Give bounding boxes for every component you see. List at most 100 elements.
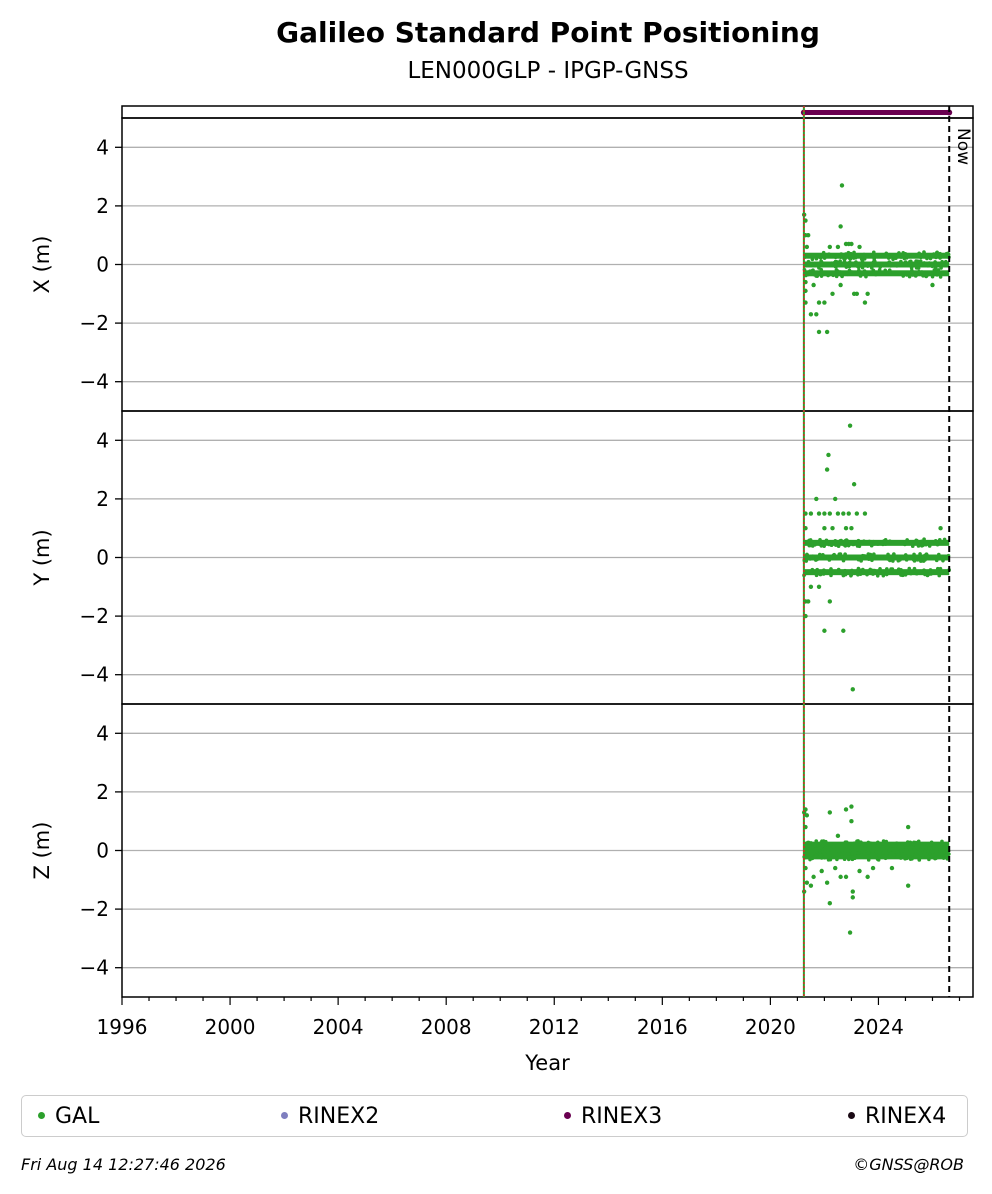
y-tick-label: −4 (80, 663, 109, 687)
gal-point (886, 552, 890, 557)
gal-point (908, 857, 913, 861)
gal-point (832, 555, 837, 560)
gal-outlier (811, 282, 816, 288)
gal-outlier (849, 804, 854, 809)
gal-point (939, 266, 943, 270)
gal-point (880, 851, 885, 856)
x-tick-label: 2000 (205, 1015, 256, 1039)
gal-point (890, 843, 895, 848)
gal-point (865, 264, 870, 268)
gal-point (822, 852, 827, 856)
gal-point (859, 257, 864, 261)
y-tick-label: 0 (96, 253, 109, 277)
gal-outlier (822, 300, 827, 305)
gal-point (934, 251, 939, 255)
gal-outlier (822, 511, 827, 516)
gal-point (809, 852, 814, 857)
gal-point (924, 542, 928, 547)
gal-outlier (865, 291, 870, 296)
gal-point (876, 840, 880, 845)
legend-marker-gal (38, 1111, 45, 1119)
gal-outlier (865, 874, 870, 880)
gal-point (874, 855, 879, 860)
gal-outlier (808, 511, 814, 516)
gal-point (844, 252, 849, 257)
gal-point (804, 849, 809, 854)
gal-point (928, 256, 933, 261)
x-tick-label: 2024 (853, 1015, 904, 1039)
gal-point (932, 268, 937, 272)
gal-point (872, 552, 876, 556)
gal-point (918, 552, 922, 556)
gal-outlier (849, 819, 854, 824)
rinex3-coverage-bar (803, 110, 950, 115)
gal-point (821, 839, 826, 843)
gal-point (848, 257, 853, 261)
gal-point (909, 845, 914, 849)
gal-point (910, 268, 914, 273)
gal-point (884, 252, 889, 257)
gal-point (947, 852, 951, 856)
gal-point (834, 543, 838, 547)
gal-point (930, 270, 935, 275)
gal-point (833, 538, 838, 543)
gal-outlier (850, 889, 855, 894)
gal-point (838, 259, 842, 263)
gal-point (887, 260, 892, 264)
gal-point (873, 271, 878, 275)
gal-point (903, 540, 908, 544)
gal-point (821, 543, 826, 548)
y-axis-label: X (m) (30, 236, 54, 294)
gal-point (928, 540, 932, 545)
legend-label-gal: GAL (55, 1104, 100, 1129)
gal-point (939, 570, 944, 575)
gal-point (814, 256, 819, 261)
gal-point (934, 255, 938, 260)
gal-point (929, 840, 934, 845)
gal-outlier (857, 244, 862, 250)
gal-outlier (905, 824, 911, 830)
legend-marker-rinex4 (848, 1111, 855, 1119)
gal-point (825, 541, 830, 546)
gal-point (862, 539, 866, 543)
gal-point (839, 842, 843, 847)
gal-point (852, 263, 856, 267)
gal-point (874, 850, 879, 854)
gal-point (822, 568, 826, 573)
gal-outlier (862, 300, 868, 305)
gal-point (922, 251, 927, 256)
gal-point (834, 264, 839, 269)
gal-point (814, 839, 819, 843)
y-tick-label: 4 (96, 428, 109, 452)
gal-point (913, 569, 918, 573)
y-axis-label: Z (m) (30, 822, 54, 880)
gal-point (862, 269, 867, 273)
gal-point (871, 250, 876, 255)
gal-point (862, 253, 867, 257)
gal-outlier (819, 868, 824, 874)
gal-point (887, 268, 892, 272)
gal-point (806, 840, 811, 845)
gal-point (940, 540, 944, 545)
gal-point (929, 849, 934, 853)
gal-outlier (857, 868, 862, 874)
gal-outlier (838, 224, 843, 229)
gal-point (936, 556, 941, 561)
gal-point (834, 856, 839, 860)
gal-point (840, 571, 844, 576)
gal-point (831, 845, 836, 850)
rinex3-end-point (946, 109, 953, 116)
gal-point (868, 552, 873, 557)
gal-point (923, 553, 927, 558)
legend-item-rinex2: RINEX2 (281, 1104, 379, 1129)
gal-point (901, 274, 906, 278)
gal-outlier (827, 901, 833, 906)
gal-point (857, 842, 861, 846)
gal-point (818, 572, 822, 577)
gal-point (926, 554, 931, 559)
gal-point (880, 845, 885, 849)
gal-point (828, 857, 833, 862)
gal-point (942, 849, 946, 854)
gal-point (827, 254, 831, 258)
gal-point (917, 857, 921, 862)
